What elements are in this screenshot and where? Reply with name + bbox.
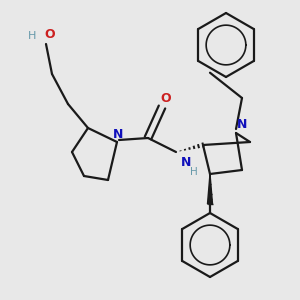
Text: H: H	[190, 167, 198, 177]
Text: N: N	[237, 118, 247, 130]
Text: O: O	[45, 28, 55, 41]
Text: O: O	[161, 92, 171, 106]
Polygon shape	[208, 174, 212, 204]
Text: H: H	[28, 31, 36, 41]
Text: N: N	[113, 128, 123, 140]
Text: N: N	[181, 155, 191, 169]
